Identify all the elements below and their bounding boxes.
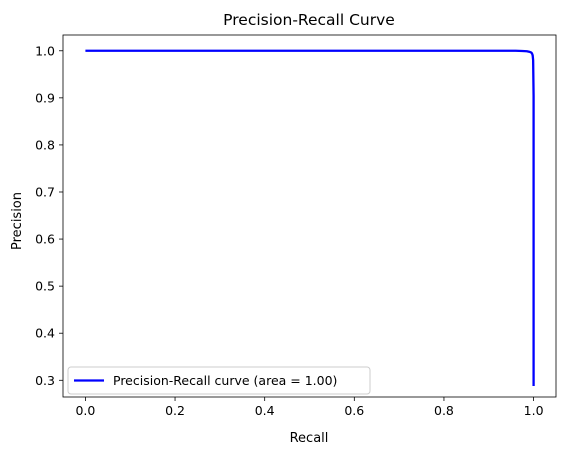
plot-area: 0.0 0.2 0.4 0.6 0.8 1.0 0.3 0.4 0.5 0.6 0.7 0.8 0.9 1… [35, 34, 557, 418]
chart-title: Precision-Recall Curve [223, 11, 395, 29]
y-tick-label: 0.5 [35, 279, 55, 294]
x-axis-label: Recall [290, 431, 329, 446]
y-tick-label: 0.9 [35, 90, 55, 105]
legend-label: Precision-Recall curve (area = 1.00) [113, 373, 337, 388]
legend: Precision-Recall curve (area = 1.00) [67, 366, 371, 395]
x-tick-label: 0.2 [165, 403, 185, 418]
series-line [85, 49, 535, 386]
y-tick-label: 0.8 [35, 137, 55, 152]
x-tick-label: 0.0 [75, 403, 95, 418]
y-tick-label: 0.7 [35, 184, 55, 199]
x-tick-label: 0.6 [344, 403, 364, 418]
x-tick-label: 0.8 [434, 403, 454, 418]
axes-frame [62, 34, 557, 398]
x-tick-label: 1.0 [524, 403, 544, 418]
x-tick-label: 0.4 [255, 403, 275, 418]
legend-box [67, 366, 371, 395]
y-axis-label: Precision [10, 192, 25, 250]
y-tick-label: 1.0 [35, 43, 55, 58]
y-tick-label: 0.3 [35, 373, 55, 388]
y-tick-label: 0.4 [35, 326, 55, 341]
y-tick-label: 0.6 [35, 232, 55, 247]
